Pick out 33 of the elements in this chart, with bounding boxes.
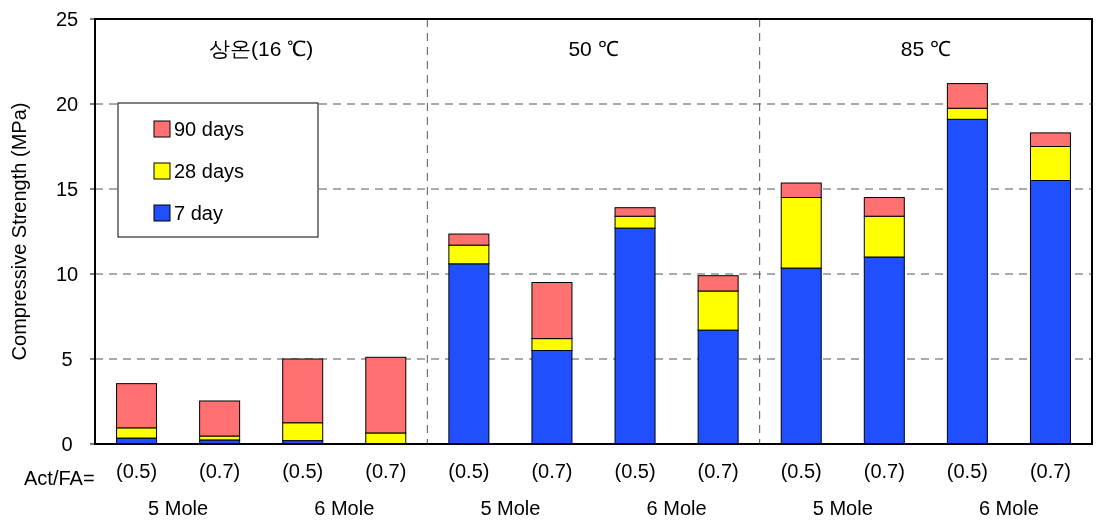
- annotation: 85 ℃: [900, 37, 951, 60]
- x-tick-label: (0.7): [531, 460, 573, 482]
- y-tick-label: 25: [55, 8, 79, 30]
- x-tick-label: (0.5): [946, 460, 988, 482]
- legend-label: 28 days: [174, 160, 245, 182]
- x-tick-label: (0.7): [863, 460, 905, 482]
- x-tick-label: (0.5): [115, 460, 158, 482]
- text: 5 Mole: [480, 497, 541, 519]
- annotation: 상온(16 ℃): [209, 37, 314, 60]
- annotation: 50 ℃: [568, 37, 619, 60]
- bar: [199, 400, 241, 437]
- y-tick-label: 15: [55, 178, 79, 200]
- y-tick-label: 5: [61, 348, 73, 370]
- text: 6 Mole: [646, 497, 707, 519]
- x-tick-label: (0.5): [282, 460, 324, 482]
- y-axis-title: Compressive Strength (MPa): [8, 102, 30, 361]
- y-tick-label: 0: [61, 433, 73, 455]
- text: 6 Mole: [314, 497, 375, 519]
- x-tick-label: (0.7): [365, 460, 407, 482]
- legend-label: 7 day: [174, 202, 223, 224]
- x-tick-label: (0.7): [199, 460, 241, 482]
- x-tick-label: (0.5): [448, 460, 490, 482]
- x-tick-label: (0.7): [1029, 460, 1072, 482]
- text: 6 Mole: [978, 497, 1039, 519]
- text: Act/FA=: [24, 467, 95, 489]
- x-tick-label: (0.5): [780, 460, 822, 482]
- x-tick-label: (0.5): [614, 460, 656, 482]
- y-tick-label: 20: [55, 93, 79, 115]
- y-tick-label: 10: [55, 263, 79, 285]
- text: 5 Mole: [148, 497, 209, 519]
- x-tick-label: (0.7): [697, 460, 739, 482]
- legend-label: 90 days: [174, 118, 245, 140]
- text: 5 Mole: [812, 497, 873, 519]
